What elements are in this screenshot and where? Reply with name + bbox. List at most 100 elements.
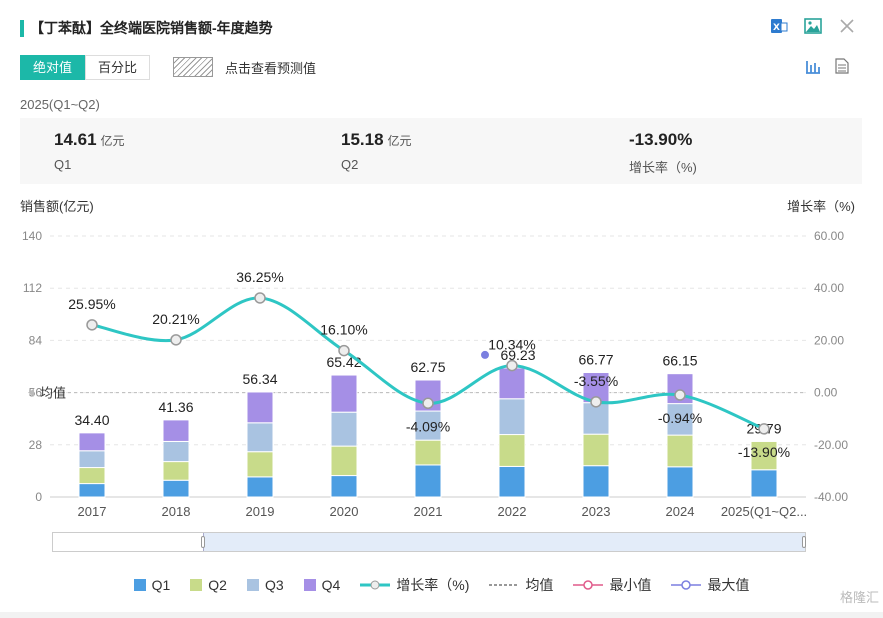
zoom-selection[interactable] — [203, 533, 805, 551]
period-label: 2025(Q1~Q2) — [20, 97, 100, 112]
bar-q3 — [498, 398, 526, 436]
summary-growth-label: 增长率（%) — [629, 160, 697, 175]
zoom-slider[interactable] — [52, 532, 806, 552]
x-tick-label: 2017 — [78, 504, 107, 519]
total-label: 66.77 — [578, 352, 613, 368]
bar-q4 — [498, 367, 526, 400]
x-tick-label: 2021 — [414, 504, 443, 519]
total-label: 69.23 — [500, 347, 535, 363]
watermark: 格隆汇 — [839, 590, 879, 605]
summary-q1-value: 14.61 — [54, 130, 97, 149]
growth-point — [254, 292, 266, 304]
legend-item-growth[interactable]: 增长率（%) — [360, 575, 469, 595]
legend-item-max[interactable]: 最大值 — [671, 575, 749, 595]
legend-label: 增长率（%) — [396, 577, 470, 593]
legend-item-q3[interactable]: Q3 — [246, 575, 284, 595]
image-export-icon[interactable] — [803, 16, 823, 36]
total-label: 41.36 — [158, 399, 193, 415]
summary-q2-label: Q2 — [341, 157, 359, 172]
x-tick-label: 2025(Q1~Q2... — [721, 504, 807, 519]
y-tick-label: 0 — [35, 490, 42, 504]
bar-q4 — [162, 419, 190, 442]
growth-label: -3.55% — [574, 373, 618, 389]
bar-q1 — [246, 476, 274, 498]
bar-q4 — [414, 379, 442, 412]
legend-label: Q2 — [208, 577, 227, 593]
growth-point — [338, 344, 350, 357]
growth-point — [86, 319, 98, 331]
y-right-tick-label: 0.00 — [814, 386, 838, 400]
bar-q2 — [246, 451, 274, 478]
legend-item-mean[interactable]: 均值 — [489, 575, 553, 595]
legend-item-min[interactable]: 最小值 — [573, 575, 651, 595]
total-label: 34.40 — [74, 412, 109, 428]
bar-q2 — [666, 434, 694, 468]
growth-label: 10.34% — [488, 337, 535, 353]
bar-chart-icon[interactable] — [805, 58, 821, 79]
legend-label: 最小值 — [609, 577, 652, 593]
y-tick-label: 56 — [29, 386, 43, 400]
y-tick-label: 28 — [29, 438, 43, 452]
bar-q4 — [330, 374, 358, 413]
zoom-handle-left[interactable] — [201, 536, 205, 548]
bar-q1 — [750, 469, 778, 498]
legend-swatch — [133, 579, 146, 591]
bar-q1 — [162, 479, 190, 498]
excel-export-icon[interactable]: X — [769, 16, 789, 36]
legend-label: 均值 — [525, 577, 554, 593]
y-tick-label: 140 — [22, 229, 42, 243]
summary-q2-value: 15.18 — [341, 130, 384, 149]
legend-max-icon — [671, 580, 702, 590]
bar-q3 — [78, 450, 106, 469]
total-label: 65.42 — [326, 354, 361, 370]
bar-q4 — [246, 391, 274, 424]
bar-q1 — [78, 483, 106, 498]
total-label: 62.75 — [410, 359, 445, 375]
bar-q3 — [330, 411, 358, 447]
bar-q2 — [498, 434, 526, 467]
right-axis-title: 增长率（%) — [787, 199, 855, 214]
left-axis-title: 销售额(亿元) — [20, 199, 94, 214]
legend-item-q4[interactable]: Q4 — [303, 575, 340, 595]
growth-point — [170, 334, 182, 346]
sales-chart: 0 28 56 84 112 140 -40.00 -20.00 0.00 20.00 40.00 6… — [22, 229, 848, 519]
bar-q1 — [414, 464, 442, 498]
close-icon[interactable] — [837, 16, 857, 36]
y-right-tick-label: -40.00 — [814, 490, 848, 504]
growth-point — [674, 389, 686, 401]
y-tick-label: 112 — [23, 281, 42, 295]
growth-point — [506, 359, 518, 372]
absolute-value-button[interactable]: 绝对值 — [20, 55, 86, 80]
bar-q2 — [582, 433, 610, 467]
total-label: 56.34 — [242, 371, 277, 387]
value-mode-toggle: 绝对值 百分比 — [20, 55, 151, 80]
growth-point — [758, 423, 770, 435]
bar-q4 — [78, 432, 106, 452]
percentage-button[interactable]: 百分比 — [85, 55, 151, 80]
y-right-tick-label: -20.00 — [814, 438, 848, 452]
prediction-toggle[interactable]: 点击查看预测值 — [173, 57, 316, 77]
y-tick-label: 84 — [29, 333, 43, 347]
y-right-tick-label: 60.00 — [814, 229, 844, 243]
legend-mean-icon — [489, 584, 520, 586]
summary-growth: -13.90% 增长率（%) — [629, 130, 697, 176]
table-view-icon[interactable] — [835, 58, 849, 79]
legend-item-q1[interactable]: Q1 — [133, 575, 170, 595]
view-switch — [805, 58, 849, 79]
zoom-handle-right[interactable] — [802, 536, 806, 548]
y-right-tick-label: 40.00 — [814, 281, 844, 295]
summary-growth-value: -13.90% — [629, 130, 693, 149]
bar-q2 — [78, 467, 106, 485]
summary-panel: 14.61 亿元 Q1 15.18 亿元 Q2 -13.90% 增长率（%) — [20, 118, 862, 184]
bar-q1 — [582, 465, 610, 498]
bar-q1 — [666, 466, 694, 498]
legend-swatch — [303, 579, 316, 591]
summary-q2-unit: 亿元 — [387, 134, 412, 148]
x-tick-label: 2019 — [246, 504, 275, 519]
growth-label: -0.94% — [658, 410, 702, 426]
hatch-swatch — [173, 57, 213, 77]
x-tick-label: 2023 — [582, 504, 611, 519]
x-tick-label: 2020 — [330, 504, 359, 519]
legend-item-q2[interactable]: Q2 — [190, 575, 227, 595]
total-label: 66.15 — [662, 353, 697, 369]
